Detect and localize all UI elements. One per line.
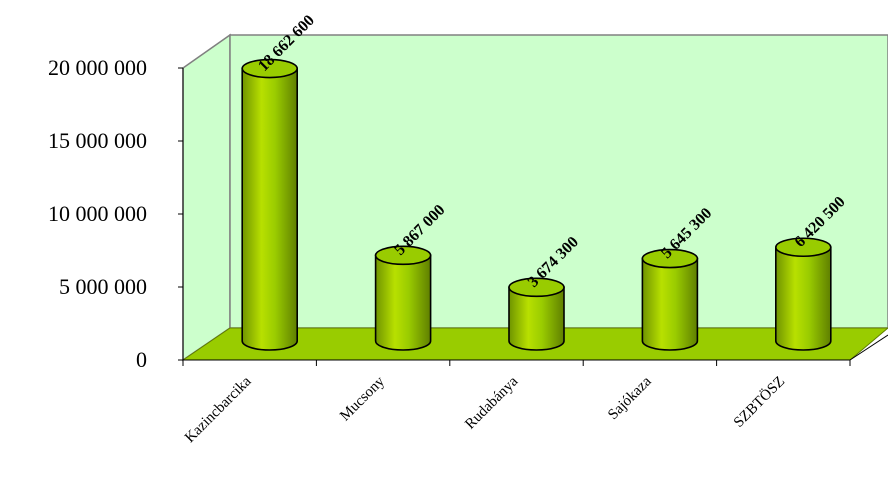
x-axis-end-diagonal [849,334,888,361]
bars [241,58,832,351]
bar-top [774,237,832,258]
x-tick-label: SZBTÖSZ [730,373,788,431]
bar-body [508,286,565,351]
x-ticks: Kazincbarcika Mucsony Rudabánya Sajókaza SZB… [182,360,851,446]
bar-top [374,245,432,266]
bar [241,58,299,351]
bar-top [641,248,699,269]
bar-body [775,246,832,351]
x-tick-label: Mucsony [337,373,388,424]
bar-body [241,67,298,351]
y-tick-label: 5 000 000 [59,274,147,299]
x-tick-label: Kazincbarcika [182,373,255,446]
bar [641,248,699,351]
y-tick-label: 15 000 000 [48,128,147,153]
x-tick-label: Sajókaza [605,373,655,423]
side-wall [182,33,231,362]
bar-body [374,254,432,351]
x-tick-label: Rudabánya [462,373,521,432]
bar-body [641,257,699,351]
bar-top [508,277,565,298]
y-ticks: 0 5 000 000 10 000 000 15 000 000 20 000 000 [48,55,183,372]
y-tick-label: 20 000 000 [48,55,147,80]
bar [374,245,432,351]
y-tick-label: 0 [136,347,147,372]
bar [774,237,832,351]
y-tick-label: 10 000 000 [48,201,147,226]
bar [508,277,565,351]
bar-top [241,58,299,79]
